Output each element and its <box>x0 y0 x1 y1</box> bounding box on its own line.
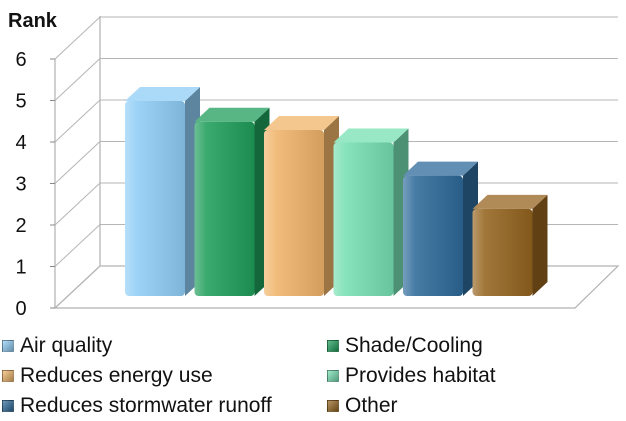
legend-label: Provides habitat <box>345 364 496 387</box>
legend-label: Other <box>345 394 398 417</box>
gridline-side <box>54 224 101 267</box>
bar-top <box>333 128 409 143</box>
y-tick-label: 4 <box>15 132 26 154</box>
bar-front <box>264 130 324 296</box>
gridline-side <box>54 58 101 101</box>
legend: Air quality Shade/Cooling Reduces energy u… <box>0 332 626 421</box>
bar-top <box>194 107 270 122</box>
bar-2 <box>264 116 339 296</box>
legend-item: Reduces energy use <box>2 364 213 388</box>
bar-1 <box>194 107 270 296</box>
bar-3 <box>333 128 409 296</box>
legend-item: Shade/Cooling <box>327 334 483 358</box>
y-axis-ticks: 0 1 2 3 4 5 6 <box>15 49 55 320</box>
legend-swatch <box>2 370 14 382</box>
gridline-side <box>54 141 101 184</box>
y-tick-label: 3 <box>15 174 26 196</box>
bar-top <box>264 116 339 130</box>
bar-top <box>125 86 200 101</box>
legend-item: Air quality <box>2 334 112 358</box>
y-tick-label: 5 <box>15 91 26 113</box>
bar-4 <box>403 161 478 296</box>
legend-swatch <box>327 370 339 382</box>
legend-item: Reduces stormwater runoff <box>2 394 272 418</box>
y-tick-label: 6 <box>15 49 26 71</box>
gridline-side <box>54 265 101 309</box>
bar-front <box>333 142 394 296</box>
y-tick-label: 0 <box>15 298 26 320</box>
bar-top <box>403 161 478 176</box>
legend-swatch <box>2 400 14 412</box>
legend-label: Air quality <box>20 334 113 357</box>
legend-item: Provides habitat <box>327 364 496 388</box>
bar-front <box>125 100 185 296</box>
y-tick-label: 2 <box>15 215 26 237</box>
legend-label: Reduces energy use <box>20 364 213 387</box>
legend-label: Shade/Cooling <box>345 334 483 357</box>
bar-0 <box>125 86 200 296</box>
gridline-side <box>54 16 101 60</box>
legend-swatch <box>327 400 339 412</box>
legend-label: Reduces stormwater runoff <box>20 394 272 417</box>
gridline-side <box>54 99 101 143</box>
bar-front <box>194 121 255 296</box>
bar-front <box>403 175 463 296</box>
bar-front <box>472 208 533 296</box>
legend-item: Other <box>327 394 398 418</box>
y-axis-title: Rank <box>8 10 57 32</box>
legend-swatch <box>327 340 339 352</box>
chart-area: 0 1 2 3 4 5 6 <box>15 16 620 320</box>
gridline-side <box>54 182 101 226</box>
y-tick-label: 1 <box>15 257 26 279</box>
bars <box>125 86 548 296</box>
bar-top <box>472 194 548 209</box>
bar-5 <box>472 194 548 296</box>
legend-swatch <box>2 340 14 352</box>
bar-side <box>532 194 548 296</box>
